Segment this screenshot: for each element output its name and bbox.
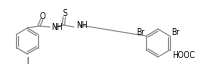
Text: Br: Br <box>172 27 180 37</box>
Text: Br: Br <box>136 27 144 37</box>
Text: S: S <box>63 9 68 18</box>
Text: I: I <box>26 57 28 66</box>
Text: NH: NH <box>52 22 63 32</box>
Text: HOOC: HOOC <box>173 50 195 60</box>
Text: O: O <box>40 12 46 21</box>
Text: NH: NH <box>76 21 88 29</box>
